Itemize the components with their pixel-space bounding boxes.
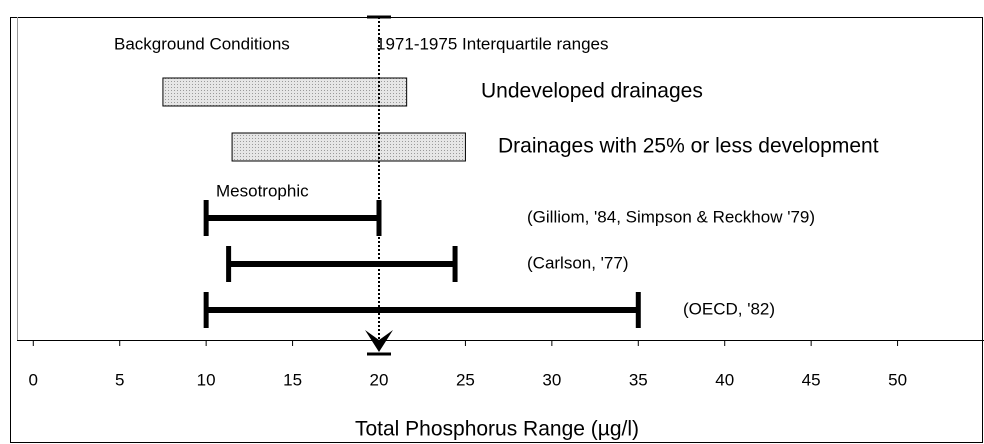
range-label: (Carlson, '77): [527, 253, 629, 272]
x-tick-label: 40: [715, 370, 734, 389]
range-label: Drainages with 25% or less development: [498, 135, 879, 158]
x-tick-label: 35: [629, 370, 648, 389]
range-label: (OECD, '82): [683, 299, 775, 318]
annotation: Mesotrophic: [216, 181, 309, 200]
x-tick-label: 45: [802, 370, 821, 389]
reference-arrow: [365, 330, 393, 352]
x-tick-label: 10: [197, 370, 216, 389]
range-label: Undeveloped drainages: [481, 80, 703, 103]
frame: [10, 17, 983, 443]
annotation: 1971-1975 Interquartile ranges: [376, 34, 609, 53]
x-tick-label: 25: [456, 370, 475, 389]
range-box: [231, 132, 466, 162]
x-tick-label: 15: [283, 370, 302, 389]
range-box: [162, 77, 408, 107]
x-axis-label: Total Phosphorus Range (µg/l): [355, 418, 639, 441]
range-label: (Gilliom, '84, Simpson & Reckhow '79): [527, 207, 815, 226]
annotation: Background Conditions: [114, 34, 290, 53]
x-tick-label: 50: [888, 370, 907, 389]
x-tick-label: 20: [370, 370, 389, 389]
x-tick-label: 30: [542, 370, 561, 389]
x-tick-label: 0: [29, 370, 38, 389]
x-tick-label: 5: [115, 370, 124, 389]
